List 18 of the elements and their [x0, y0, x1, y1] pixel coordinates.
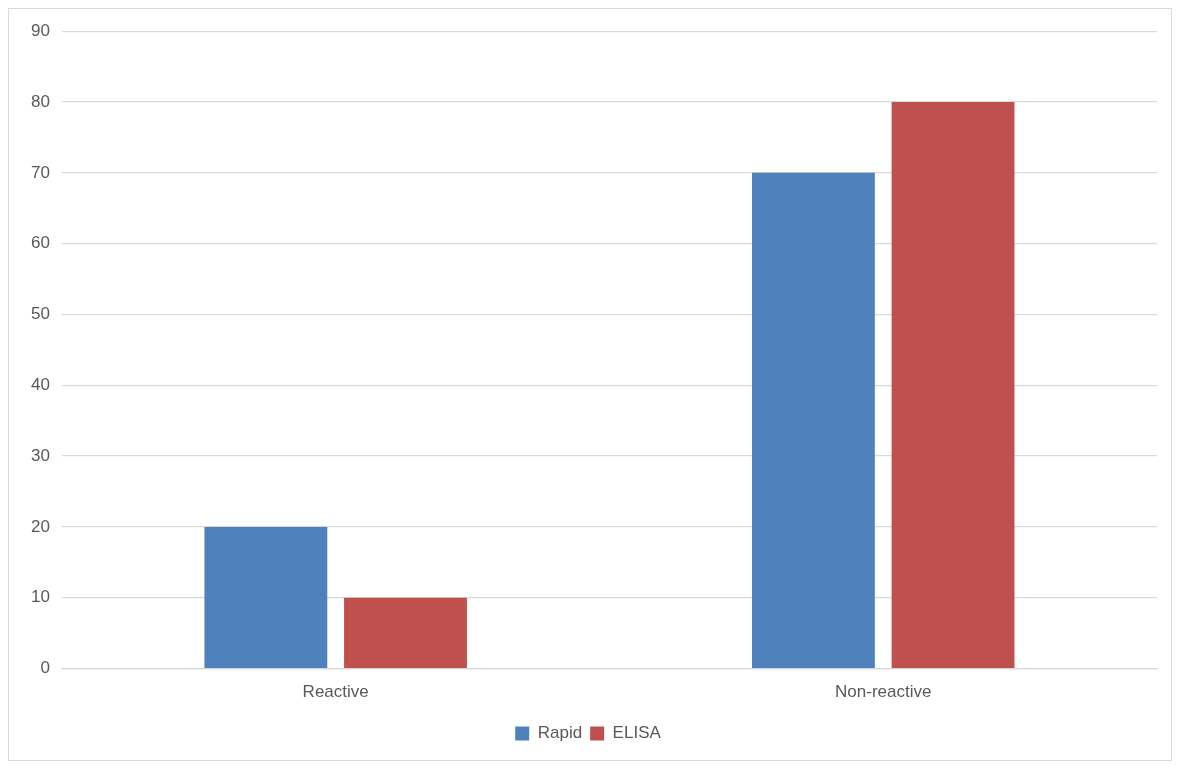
y-tick-label: 90	[30, 20, 50, 40]
bar	[344, 597, 467, 668]
y-tick-label: 10	[30, 587, 50, 607]
y-tick-label: 80	[30, 91, 50, 111]
y-tick-label: 60	[30, 233, 50, 253]
bar	[204, 526, 328, 668]
x-tick-label: Reactive	[302, 682, 369, 702]
y-tick-label: 40	[30, 375, 50, 394]
y-tick-label: 70	[30, 162, 50, 182]
legend-label: ELISA	[612, 723, 662, 743]
y-tick-label: 0	[40, 658, 50, 678]
y-tick-label: 20	[30, 516, 50, 536]
legend-label: Rapid	[537, 723, 583, 743]
x-tick-label: Non-reactive	[835, 682, 932, 702]
y-tick-label: 50	[30, 304, 50, 324]
y-tick-label: 30	[30, 445, 50, 465]
bar	[751, 172, 875, 668]
bar	[891, 102, 1015, 668]
